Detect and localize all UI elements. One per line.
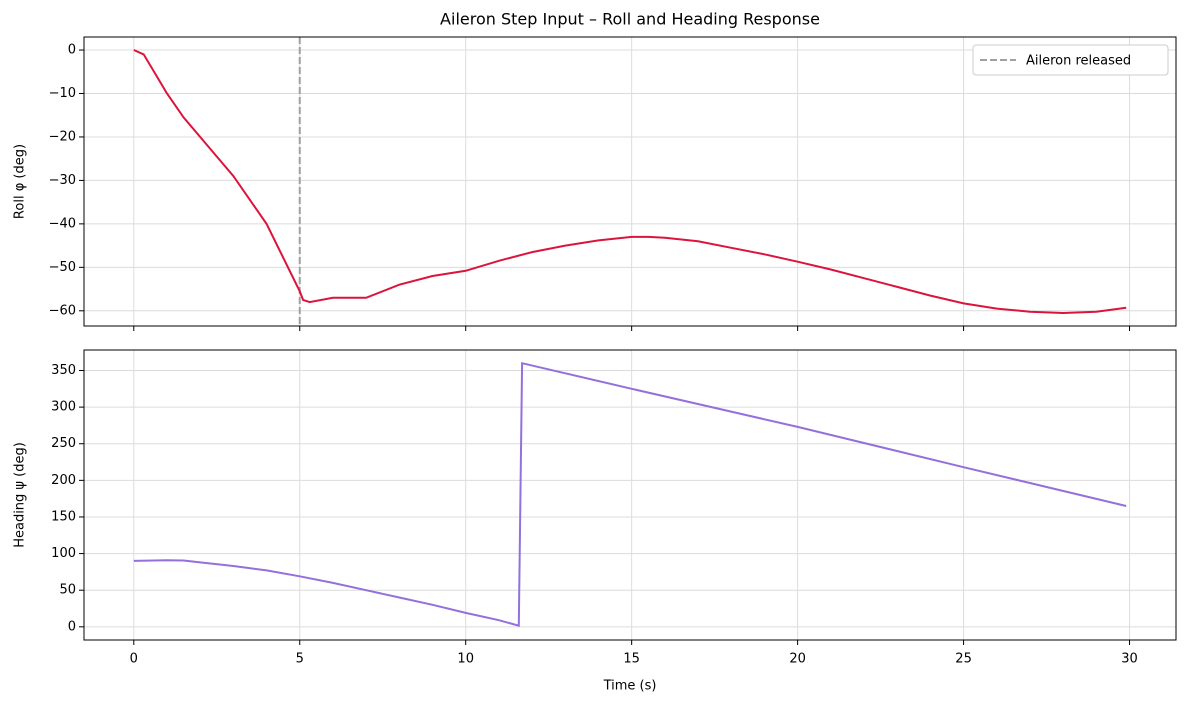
legend-box — [972, 44, 1169, 76]
y-tick-label: 100 — [51, 546, 76, 561]
y-tick-label: 300 — [51, 400, 76, 415]
y-tick-label: −10 — [49, 86, 76, 101]
x-tick-label: 15 — [623, 652, 640, 667]
legend-label: Aileron released — [1026, 54, 1131, 69]
x-tick-label: 30 — [1121, 652, 1138, 667]
x-tick-label: 20 — [789, 652, 806, 667]
data-line — [133, 49, 1127, 315]
y-tick-label: −40 — [49, 216, 76, 231]
y-axis-label: Roll φ (deg) — [13, 144, 28, 219]
chart-title: Aileron Step Input – Roll and Heading Re… — [440, 10, 820, 29]
y-axis-label: Heading ψ (deg) — [13, 442, 28, 548]
y-tick-label: −30 — [49, 173, 76, 188]
y-tick-label: 350 — [51, 363, 76, 378]
y-tick-label: 150 — [51, 509, 76, 524]
y-tick-label: 250 — [51, 436, 76, 451]
x-tick-label: 5 — [296, 652, 304, 667]
x-tick-label: 10 — [457, 652, 474, 667]
y-tick-label: 200 — [51, 473, 76, 488]
y-tick-label: −50 — [49, 260, 76, 275]
y-tick-label: 0 — [68, 619, 76, 634]
x-tick-label: 25 — [955, 652, 972, 667]
y-tick-label: 0 — [68, 43, 76, 58]
plot-frame — [83, 349, 1177, 641]
y-tick-label: −20 — [49, 129, 76, 144]
y-tick-label: −60 — [49, 303, 76, 318]
y-tick-label: 50 — [59, 583, 76, 598]
x-tick-label: 0 — [130, 652, 138, 667]
plot-frame — [83, 36, 1177, 327]
data-line — [133, 361, 1127, 628]
x-axis-label: Time (s) — [603, 679, 657, 694]
